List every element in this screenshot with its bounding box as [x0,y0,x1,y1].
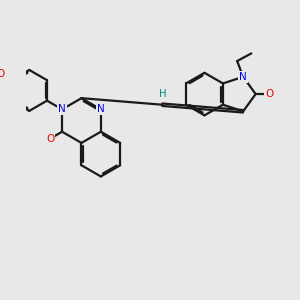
Text: H: H [159,89,167,99]
Text: N: N [239,72,247,82]
Text: O: O [0,69,5,79]
Text: O: O [46,134,54,143]
Text: N: N [58,104,66,114]
Text: N: N [97,104,105,114]
Text: O: O [265,89,273,99]
